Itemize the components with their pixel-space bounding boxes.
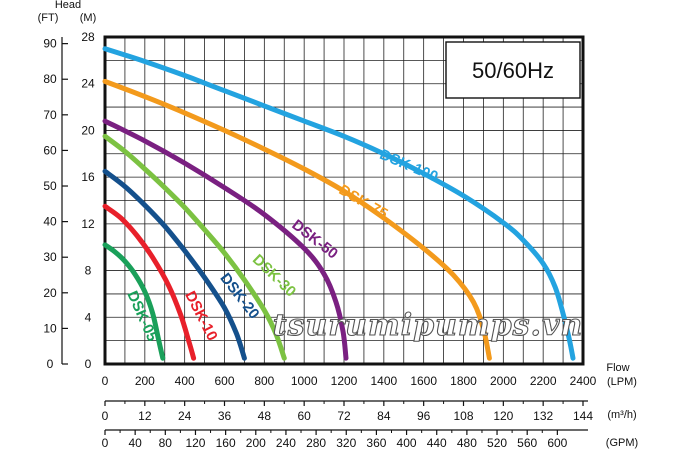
watermark-text: tsurumipumps.vn	[273, 308, 583, 343]
curve-dsk-50	[102, 118, 349, 361]
lpm-tick-label: 1400	[370, 374, 397, 388]
m3h-tick-label: 12	[138, 409, 152, 423]
m-tick-label: 16	[81, 170, 95, 184]
frequency-box	[445, 41, 581, 99]
lpm-tick-label: 1600	[410, 374, 437, 388]
curves-layer	[102, 46, 576, 361]
x-unit-gpm: (GPM)	[606, 437, 638, 449]
lpm-tick-label: 1800	[450, 374, 477, 388]
lpm-tick-label: 2400	[570, 374, 597, 388]
gpm-tick-label: 320	[336, 436, 356, 450]
ft-tick-label: 10	[43, 321, 57, 335]
m3h-tick-label: 120	[493, 409, 513, 423]
lpm-tick-label: 1000	[291, 374, 318, 388]
ft-tick-label: 20	[43, 286, 57, 300]
m-tick-label: 24	[81, 77, 95, 91]
y-axis-caption: Head	[55, 0, 81, 11]
ft-tick-label: 0	[47, 357, 54, 371]
m-tick-label: 8	[85, 264, 92, 278]
m3h-tick-label: 108	[453, 409, 473, 423]
ft-tick-label: 30	[43, 250, 57, 264]
lpm-tick-label: 600	[214, 374, 234, 388]
m3h-tick-label: 72	[337, 409, 351, 423]
m3h-tick-label: 132	[533, 409, 553, 423]
gpm-tick-label: 560	[517, 436, 537, 450]
x-unit-m3h: (m³/h)	[607, 409, 636, 421]
gpm-tick-label: 0	[102, 436, 109, 450]
m3h-tick-label: 60	[297, 409, 311, 423]
m3h-tick-label: 48	[258, 409, 272, 423]
lpm-tick-label: 200	[135, 374, 155, 388]
ft-tick-label: 80	[43, 72, 57, 86]
plot-frame	[103, 35, 585, 366]
m-tick-label: 20	[81, 123, 95, 137]
y-unit-m: (M)	[80, 12, 97, 24]
m3h-tick-label: 24	[178, 409, 192, 423]
gpm-tick-label: 80	[159, 436, 173, 450]
gpm-tick-label: 160	[216, 436, 236, 450]
ft-tick-label: 90	[43, 37, 57, 51]
gpm-tick-label: 200	[246, 436, 266, 450]
gpm-tick-label: 240	[276, 436, 296, 450]
gpm-tick-label: 400	[397, 436, 417, 450]
ft-tick-label: 60	[43, 143, 57, 157]
curve-dsk-75	[102, 78, 492, 361]
m-tick-label: 4	[85, 310, 92, 324]
gpm-tick-label: 480	[457, 436, 477, 450]
curve-dsk-10	[102, 203, 197, 361]
x-unit-lpm: (LPM)	[607, 376, 637, 388]
gpm-tick-label: 440	[427, 436, 447, 450]
curve-dsk-20	[102, 168, 247, 361]
m3h-tick-label: 36	[218, 409, 232, 423]
m3h-tick-label: 84	[377, 409, 391, 423]
lpm-tick-label: 800	[254, 374, 274, 388]
m3h-tick-label: 144	[573, 409, 593, 423]
x-axis-caption: Flow	[606, 362, 629, 374]
gpm-tick-label: 120	[185, 436, 205, 450]
m3h-tick-label: 0	[102, 409, 109, 423]
curve-dsk-100	[102, 46, 576, 361]
curve-label-dsk-30: DSK-30	[249, 251, 299, 300]
gpm-tick-label: 600	[547, 436, 567, 450]
m-tick-label: 28	[81, 30, 95, 44]
m-tick-label: 12	[81, 217, 95, 231]
m3h-tick-label: 96	[417, 409, 431, 423]
gpm-tick-label: 40	[128, 436, 142, 450]
lpm-tick-label: 2200	[530, 374, 557, 388]
lpm-tick-label: 2000	[490, 374, 517, 388]
m-tick-label: 0	[85, 357, 92, 371]
gpm-tick-label: 520	[487, 436, 507, 450]
curve-label-dsk-100: DSK-100	[377, 146, 440, 186]
ft-tick-label: 70	[43, 108, 57, 122]
curve-dsk-30	[102, 133, 287, 361]
lpm-tick-label: 0	[102, 374, 109, 388]
ft-tick-label: 50	[43, 179, 57, 193]
gpm-tick-label: 360	[366, 436, 386, 450]
ft-tick-label: 40	[43, 215, 57, 229]
lpm-tick-label: 1200	[331, 374, 358, 388]
y-unit-ft: (FT)	[38, 12, 59, 24]
lpm-tick-label: 400	[175, 374, 195, 388]
frequency-label: 50/60Hz	[472, 58, 554, 83]
gpm-tick-label: 280	[306, 436, 326, 450]
curve-dsk-05	[102, 242, 166, 361]
